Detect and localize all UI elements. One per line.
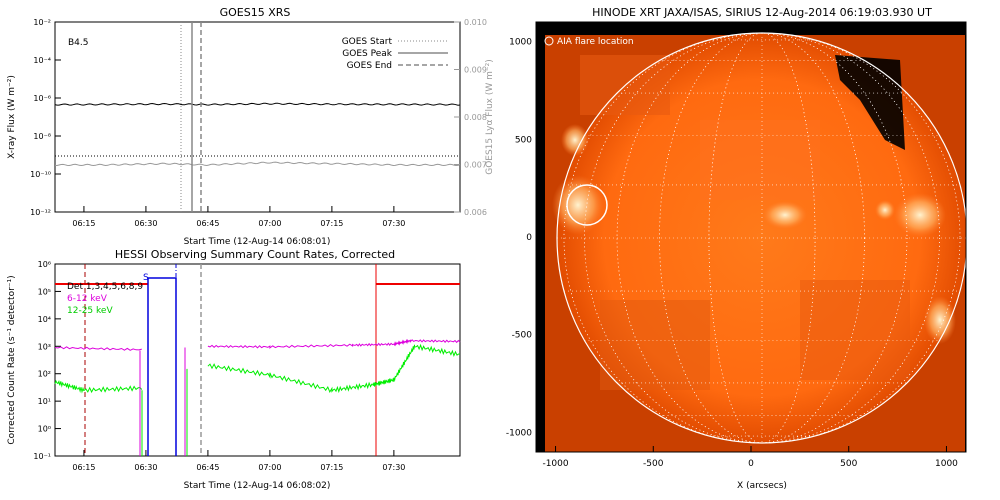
sun-bright-region	[924, 296, 956, 344]
sun-limb	[556, 32, 966, 444]
goes-ylabel-left: X-ray Flux (W m⁻²)	[7, 75, 17, 159]
goes-right-axis: 0.010 0.009 0.008 0.007 0.006	[454, 18, 487, 217]
goes-left-tick-label: 10⁻²	[33, 18, 51, 27]
goes-series-line	[54, 161, 461, 167]
sun-tile	[600, 300, 710, 390]
sun-axes: -1000 -500 0 500 1000 1000 500 0 -500 -1000	[506, 38, 958, 469]
goes-x-tick-label: 06:15	[72, 219, 95, 228]
sun-bright-region	[561, 124, 589, 156]
sun-x-tick-label: -500	[643, 459, 664, 469]
goes-right-tick-label: 0.006	[464, 208, 487, 217]
hessi-series-line	[207, 338, 461, 349]
goes-x-axis: 06:15 06:30 06:45 07:00 07:15 07:30	[72, 206, 405, 228]
hessi-x-tick-label: 06:45	[196, 463, 219, 472]
goes-left-tick-label: 10⁻⁸	[33, 132, 51, 141]
hessi-x-tick-label: 07:15	[320, 463, 343, 472]
goes-title: GOES15 XRS	[220, 6, 291, 19]
hessi-title: HESSI Observing Summary Count Rates, Cor…	[115, 248, 395, 261]
hessi-series	[54, 338, 461, 456]
sun-y-tick-label: 0	[526, 233, 532, 243]
hessi-legend-612: 6-12 keV	[67, 294, 108, 304]
goes-series-line	[54, 102, 461, 106]
hessi-y-tick-label: 10⁵	[38, 287, 51, 296]
goes-series	[54, 102, 461, 167]
hessi-y-axis: 10⁶ 10⁵ 10⁴ 10³ 10² 10¹ 10⁰ 10⁻¹	[33, 260, 61, 461]
hessi-y-tick-label: 10⁴	[38, 315, 51, 324]
goes-right-tick-label: 0.007	[464, 161, 487, 170]
hessi-flag-label: S	[143, 273, 149, 283]
goes-left-tick-label: 10⁻¹²	[30, 208, 51, 217]
hessi-y-tick-label: 10⁻¹	[33, 452, 51, 461]
hessi-x-axis: 06:15 06:30 06:45 07:00 07:15 07:30	[72, 450, 405, 472]
sun-tile	[700, 120, 820, 200]
sun-image	[545, 32, 966, 452]
sun-bright-region	[875, 200, 895, 220]
sun-y-tick-label: -1000	[506, 428, 532, 438]
hessi-y-tick-label: 10¹	[38, 397, 51, 406]
hessi-x-tick-label: 07:30	[382, 463, 405, 472]
hessi-legend: Det 1,3,4,5,6,8,9 6-12 keV 12-25 keV	[67, 282, 143, 316]
sun-legend: AIA flare location	[557, 37, 634, 47]
goes-x-tick-label: 07:30	[382, 219, 405, 228]
goes-xlabel: Start Time (12-Aug-14 06:08:01)	[184, 237, 331, 247]
sun-x-tick-label: 1000	[935, 459, 958, 469]
goes-left-tick-label: 10⁻⁶	[33, 94, 51, 103]
hessi-series-line	[54, 346, 142, 351]
sun-tile	[800, 280, 910, 380]
hessi-x-tick-label: 06:30	[134, 463, 157, 472]
sun-legend-circle	[544, 36, 554, 46]
goes-x-tick-label: 07:15	[320, 219, 343, 228]
aia-flare-location-circle	[566, 184, 608, 226]
hessi-x-tick-label: 07:00	[258, 463, 281, 472]
goes-x-tick-label: 06:30	[134, 219, 157, 228]
hessi-series-line	[54, 379, 143, 394]
goes-legend: GOES Start GOES Peak GOES End	[342, 37, 448, 71]
sun-y-tick-label: 1000	[509, 38, 532, 48]
hessi-frame	[54, 263, 461, 457]
sun-y-tick-label: -500	[512, 331, 533, 341]
sun-x-tick-label: -1000	[542, 459, 568, 469]
hessi-saa-flag	[147, 277, 177, 456]
goes-ylabel-right: GOES15 Lyα Flux (W m⁻²)	[485, 59, 495, 175]
hessi-ylabel: Corrected Count Rate (s⁻¹ detector⁻¹)	[7, 275, 17, 444]
goes-x-tick-label: 07:00	[258, 219, 281, 228]
hessi-xlabel: Start Time (12-Aug-14 06:08:02)	[184, 481, 331, 491]
hessi-y-tick-label: 10³	[38, 342, 51, 351]
goes-legend-end: GOES End	[347, 61, 392, 71]
hessi-y-tick-label: 10⁰	[38, 425, 51, 434]
goes-class-label: B4.5	[68, 38, 89, 48]
goes-right-tick-label: 0.010	[464, 18, 487, 27]
hessi-y-tick-label: 10⁶	[38, 260, 51, 269]
sun-bright-region	[763, 201, 807, 229]
hessi-series-line	[207, 343, 461, 394]
sun-xlabel: X (arcsecs)	[737, 481, 787, 491]
sun-bright-region	[552, 175, 604, 235]
goes-legend-start: GOES Start	[342, 37, 393, 47]
goes-left-tick-label: 10⁻¹⁰	[30, 170, 51, 179]
sun-coronal-hole	[835, 55, 905, 150]
hessi-x-tick-label: 06:15	[72, 463, 95, 472]
hessi-legend-det: Det 1,3,4,5,6,8,9	[67, 282, 143, 292]
goes-right-tick-label: 0.008	[464, 113, 487, 122]
goes-legend-peak: GOES Peak	[342, 49, 392, 59]
sun-y-tick-label: 500	[515, 135, 532, 145]
sun-x-tick-label: 500	[840, 459, 857, 469]
sun-title: HINODE XRT JAXA/ISAS, SIRIUS 12-Aug-2014…	[592, 6, 932, 19]
hessi-legend-1225: 12-25 keV	[67, 306, 113, 316]
goes-right-tick-label: 0.009	[464, 66, 487, 75]
sun-x-tick-label: 0	[748, 459, 754, 469]
sun-bright-region	[894, 193, 946, 237]
goes-left-axis: 10⁻² 10⁻⁴ 10⁻⁶ 10⁻⁸ 10⁻¹⁰ 10⁻¹²	[30, 18, 61, 217]
goes-left-tick-label: 10⁻⁴	[33, 56, 51, 65]
hessi-y-tick-label: 10²	[38, 370, 51, 379]
goes-x-tick-label: 06:45	[196, 219, 219, 228]
goes-frame	[54, 21, 461, 213]
